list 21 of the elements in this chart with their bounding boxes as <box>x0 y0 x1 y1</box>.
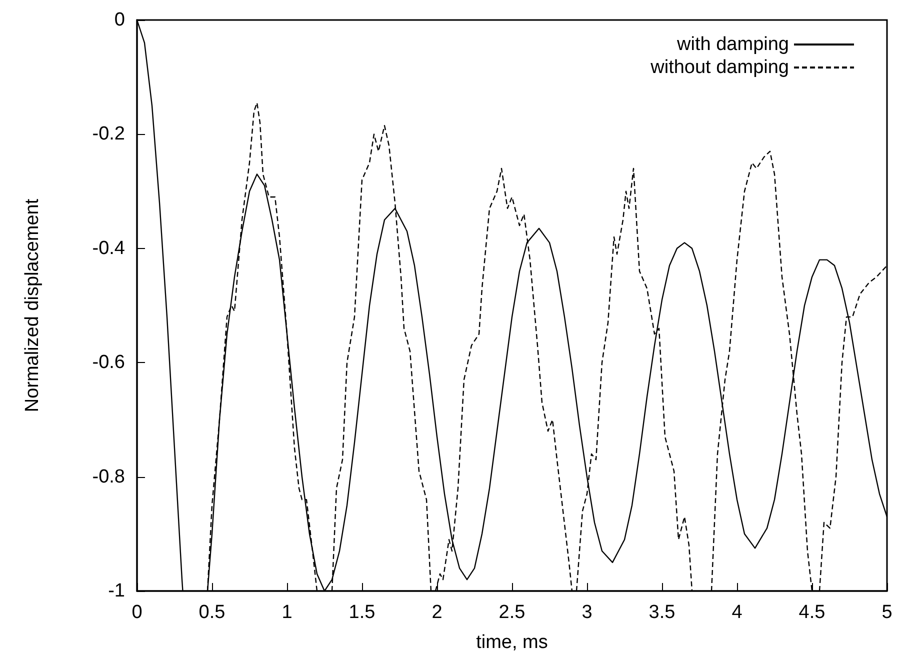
x-tick-label: 3.5 <box>648 602 676 623</box>
legend-label: without damping <box>650 57 789 78</box>
x-tick-label: 4.5 <box>798 602 826 623</box>
x-tick-label: 2 <box>432 602 442 623</box>
y-tick-label: -1 <box>108 580 125 602</box>
y-tick-label: -0.4 <box>92 238 126 259</box>
y-tick-label: -0.2 <box>92 124 125 145</box>
y-tick-label: -0.8 <box>92 466 125 488</box>
y-axis-title: Normalized displacement <box>22 198 43 412</box>
legend-label: with damping <box>676 34 789 55</box>
x-tick-label: 1.5 <box>348 602 376 623</box>
x-tick-label: 1 <box>282 602 292 623</box>
x-axis-title: time, ms <box>476 632 548 653</box>
x-tick-label: 3 <box>582 602 592 623</box>
x-tick-label: 2.5 <box>498 602 526 623</box>
x-tick-label: 0 <box>132 602 142 623</box>
y-tick-label: 0 <box>114 10 125 30</box>
y-tick-label: -0.6 <box>92 352 125 374</box>
x-tick-label: 4 <box>732 602 743 623</box>
x-tick-label: 5 <box>882 602 892 623</box>
x-tick-label: 0.5 <box>198 602 226 623</box>
